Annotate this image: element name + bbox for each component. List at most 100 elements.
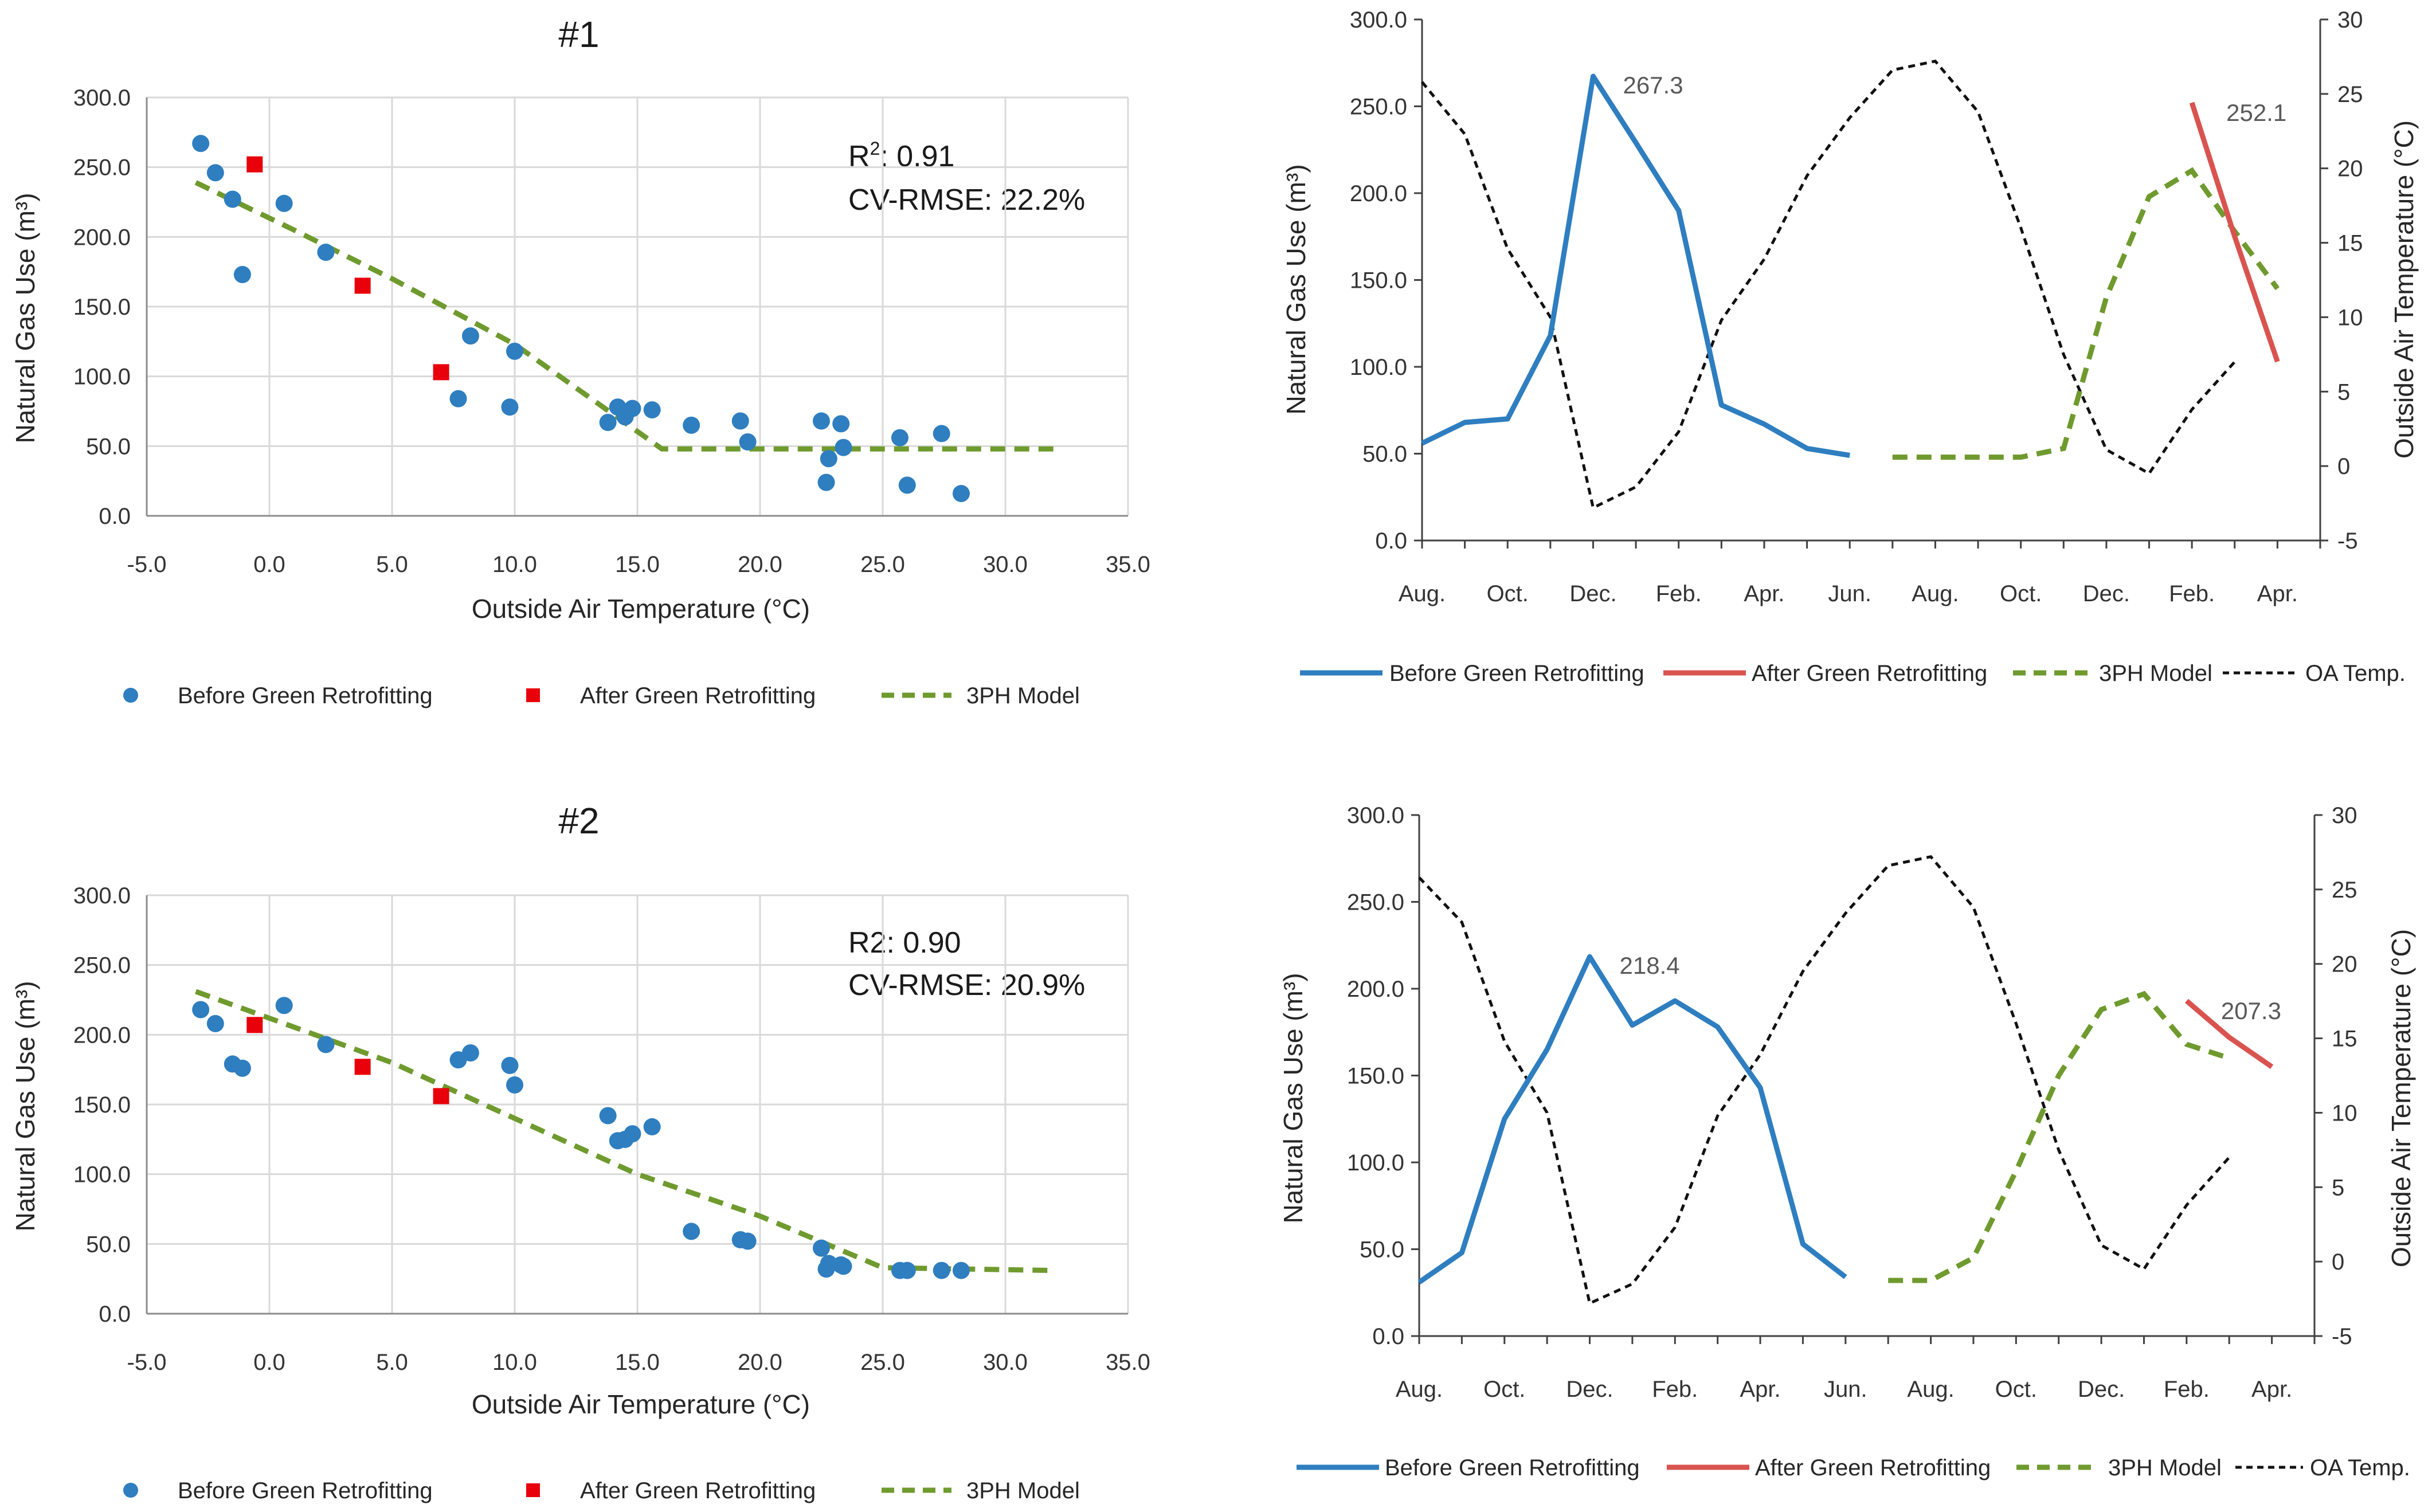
before-point bbox=[739, 433, 757, 451]
before-line bbox=[1417, 954, 1847, 1284]
x-tick-label: 25.0 bbox=[860, 552, 905, 577]
y2-axis-title: Outside Air Temperature (°C) bbox=[2389, 120, 2419, 459]
y-tick-label: 100.0 bbox=[1347, 1150, 1404, 1176]
y-tick-label: 200.0 bbox=[73, 225, 131, 250]
before-point bbox=[624, 1125, 641, 1143]
x-tick-label: Jun. bbox=[1824, 1377, 1867, 1402]
before-point bbox=[233, 1059, 251, 1077]
x-tick-label: 0.0 bbox=[253, 552, 285, 577]
scatter-chart-1: #1 R2: 0.91 CV-RMSE: 22.2% Outside Air T… bbox=[0, 0, 1232, 745]
legend-after-marker bbox=[526, 1483, 540, 1497]
before-point bbox=[898, 1262, 916, 1279]
y-tick-label: 100.0 bbox=[73, 365, 131, 390]
y2-tick-label: 0 bbox=[2337, 454, 2350, 479]
x-tick-label: 15.0 bbox=[615, 552, 660, 577]
y2-tick-label: 5 bbox=[2337, 379, 2350, 405]
legend-temp-label: OA Temp. bbox=[2305, 661, 2406, 686]
y-tick-label: 150.0 bbox=[1347, 1064, 1404, 1089]
y-tick-label: 50.0 bbox=[1360, 1237, 1404, 1263]
after-point bbox=[246, 1017, 263, 1033]
chart-title: #2 bbox=[558, 800, 599, 841]
before-point bbox=[813, 412, 830, 430]
before-point bbox=[506, 1076, 523, 1094]
before-point bbox=[192, 1001, 210, 1019]
x-tick-label: 10.0 bbox=[492, 1350, 537, 1375]
x-tick-label: -5.0 bbox=[127, 1350, 167, 1375]
y-axis-title: Natural Gas Use (m³) bbox=[10, 981, 40, 1231]
monthly-chart-1: Natural Gas Use (m³) Outside Air Tempera… bbox=[1232, 0, 2436, 745]
x-tick-label: Apr. bbox=[1740, 1377, 1780, 1402]
legend-after-label: After Green Retrofitting bbox=[580, 683, 816, 708]
before-point bbox=[317, 244, 335, 261]
before-point bbox=[952, 485, 970, 503]
model-line bbox=[1892, 167, 2280, 460]
legend-after-marker bbox=[526, 688, 540, 702]
before-point bbox=[233, 266, 251, 284]
x-tick-label: Feb. bbox=[1652, 1377, 1698, 1402]
x-tick-label: Apr. bbox=[2251, 1377, 2292, 1402]
y-tick-label: 200.0 bbox=[73, 1023, 131, 1048]
before-point bbox=[835, 1258, 852, 1275]
before-point bbox=[501, 1056, 519, 1074]
after-point bbox=[246, 156, 263, 173]
x-tick-label: 35.0 bbox=[1106, 552, 1150, 577]
x-tick-label: Apr. bbox=[2257, 581, 2298, 606]
before-point bbox=[952, 1262, 970, 1279]
before-point bbox=[731, 412, 749, 430]
y-tick-label: 50.0 bbox=[86, 1232, 131, 1257]
x-tick-label: Oct. bbox=[2000, 581, 2042, 606]
x-tick-label: 25.0 bbox=[860, 1350, 905, 1375]
after-line bbox=[2184, 998, 2274, 1070]
legend-before-marker bbox=[123, 688, 138, 703]
y-tick-label: 50.0 bbox=[1362, 442, 1407, 467]
before-point bbox=[820, 450, 837, 468]
y-tick-label: 100.0 bbox=[73, 1162, 131, 1188]
before-point bbox=[275, 997, 293, 1014]
oa-temp-line bbox=[1421, 59, 2236, 510]
scatter-chart-1-svg: #1 R2: 0.91 CV-RMSE: 22.2% Outside Air T… bbox=[10, 14, 1150, 708]
y-axis-title: Natural Gas Use (m³) bbox=[1278, 973, 1308, 1223]
before-point bbox=[643, 1118, 661, 1135]
after-point bbox=[354, 277, 371, 294]
legend-after-label: After Green Retrofitting bbox=[1752, 661, 1987, 686]
plot-area: 0.0 50.0 100.0 150.0 200.0 250.0 300.0 -5.0 0.0 5… bbox=[73, 85, 1150, 577]
y-tick-label: 200.0 bbox=[1350, 181, 1407, 206]
y2-tick-label: 25 bbox=[2332, 878, 2357, 903]
legend: Before Green Retrofitting After Green Re… bbox=[1297, 1455, 2410, 1480]
y-tick-label: 50.0 bbox=[86, 434, 131, 459]
before-line bbox=[1421, 73, 1850, 458]
before-point bbox=[206, 1014, 224, 1032]
model-line bbox=[1888, 990, 2230, 1283]
legend-model-label: 3PH Model bbox=[2099, 661, 2212, 686]
before-point bbox=[891, 429, 908, 446]
y-tick-label: 150.0 bbox=[1350, 268, 1407, 293]
y-axis-title: Natural Gas Use (m³) bbox=[1281, 164, 1311, 414]
y2-tick-label: 10 bbox=[2337, 305, 2363, 330]
y-tick-label: 300.0 bbox=[73, 883, 131, 908]
scatter-chart-2: #2 R2: 0.90 CV-RMSE: 20.9% Outside Air T… bbox=[0, 797, 1232, 1512]
x-tick-label: 30.0 bbox=[983, 1350, 1028, 1375]
x-tick-label: Feb. bbox=[2164, 1377, 2210, 1402]
x-tick-label: Dec. bbox=[2083, 581, 2130, 606]
y-tick-label: 0.0 bbox=[99, 504, 131, 529]
plot-area: 0.0 50.0 100.0 150.0 200.0 250.0 300.0 -5 0 5 10 15… bbox=[1350, 7, 2363, 606]
y-tick-label: 100.0 bbox=[1350, 355, 1407, 380]
r2-annotation: R2: 0.90 bbox=[848, 926, 961, 959]
y-tick-label: 150.0 bbox=[73, 1092, 131, 1118]
y-tick-label: 250.0 bbox=[73, 953, 131, 978]
legend-temp-label: OA Temp. bbox=[2310, 1455, 2410, 1480]
x-tick-label: Oct. bbox=[1995, 1377, 2037, 1402]
y-tick-label: 0.0 bbox=[1372, 1324, 1404, 1349]
y-axis-title: Natural Gas Use (m³) bbox=[10, 193, 40, 443]
y2-tick-label: 20 bbox=[2337, 156, 2363, 182]
cvrmse-annotation: CV-RMSE: 22.2% bbox=[848, 183, 1085, 217]
y2-tick-label: -5 bbox=[2337, 528, 2358, 554]
x-tick-label: Dec. bbox=[1569, 581, 1616, 606]
x-tick-label: 15.0 bbox=[615, 1350, 660, 1375]
legend-before-marker bbox=[123, 1483, 138, 1498]
before-point bbox=[683, 416, 700, 434]
legend-after-label: After Green Retrofitting bbox=[1755, 1455, 1991, 1480]
y2-tick-label: -5 bbox=[2332, 1324, 2352, 1349]
y-tick-label: 300.0 bbox=[73, 85, 131, 111]
monthly-chart-2: Natural Gas Use (m³) Outside Air Tempera… bbox=[1232, 797, 2436, 1512]
